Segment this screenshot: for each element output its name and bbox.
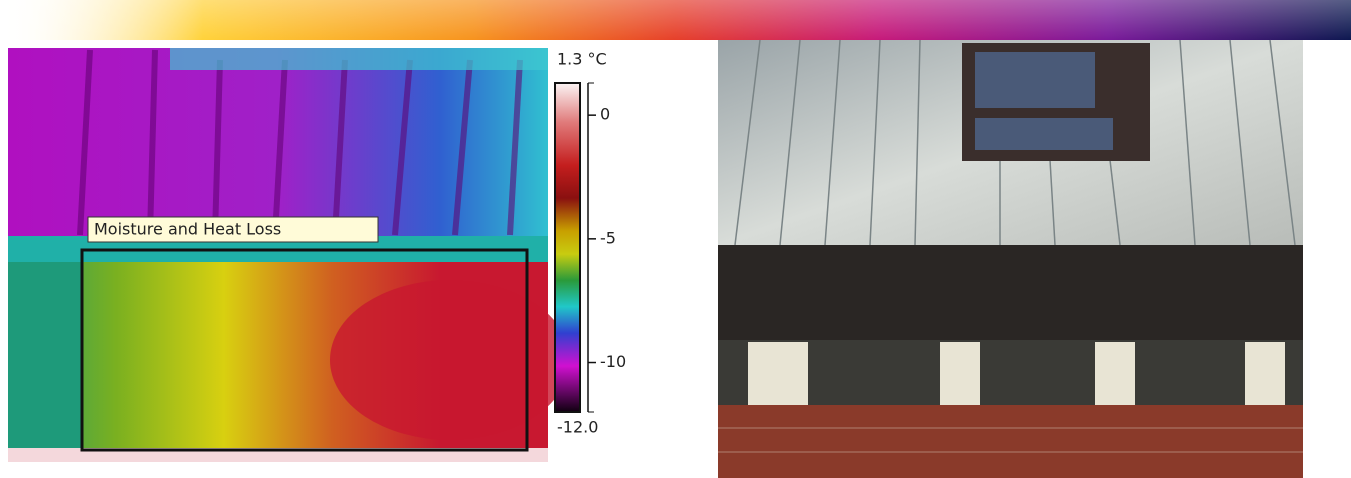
highlight-box [80, 248, 529, 452]
header-sheen [0, 0, 1351, 40]
thermal-image: Moisture and Heat Loss [8, 48, 570, 462]
color-scale: 1.3 °C -12.0 0 -5 -10 [554, 50, 626, 437]
annotation: Moisture and Heat Loss [94, 220, 281, 239]
scale-max-label: 1.3 °C [557, 50, 607, 69]
tick-label: -5 [600, 228, 616, 247]
tick-label: 0 [600, 105, 610, 124]
annotation-box [87, 216, 379, 243]
tick-label: -10 [600, 352, 626, 371]
photo [718, 39, 1303, 478]
scale-min-label: -12.0 [557, 418, 598, 437]
